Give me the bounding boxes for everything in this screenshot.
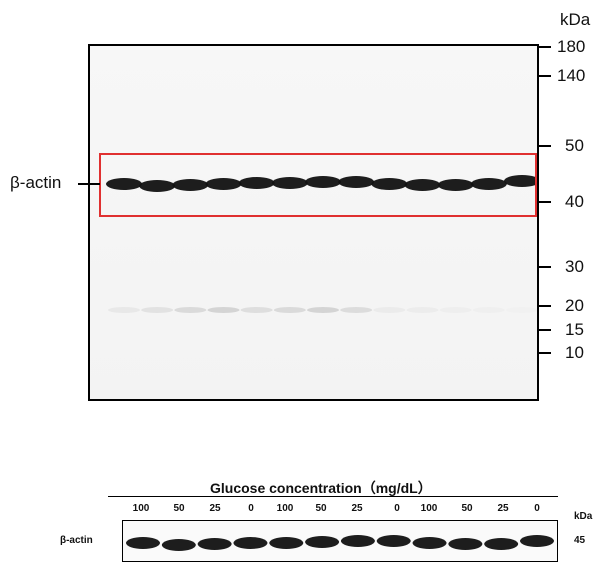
blot-faint-band bbox=[373, 307, 406, 313]
lane-label: 100 bbox=[132, 503, 150, 514]
kda-unit-label: kDa bbox=[560, 10, 591, 29]
strip-band bbox=[233, 537, 268, 549]
blot-band bbox=[437, 179, 474, 191]
lane-label: 50 bbox=[173, 503, 185, 514]
marker-label-30: 30 bbox=[565, 257, 584, 276]
target-pointer-line bbox=[78, 183, 100, 185]
marker-tick-40 bbox=[539, 201, 551, 203]
strip-band bbox=[376, 535, 411, 547]
marker-label-140: 140 bbox=[557, 66, 586, 85]
lane-label: 25 bbox=[351, 503, 363, 514]
marker-label-40: 40 bbox=[565, 192, 584, 211]
marker-tick-50 bbox=[539, 145, 551, 147]
size-marker-label-bottom: 45 bbox=[574, 535, 586, 546]
target-protein-label: β-actin bbox=[10, 173, 62, 192]
lane-label: 100 bbox=[420, 503, 438, 514]
lane-label: 50 bbox=[315, 503, 327, 514]
strip-band bbox=[484, 538, 519, 550]
marker-label-10: 10 bbox=[565, 343, 584, 362]
strip-band bbox=[520, 535, 554, 547]
strip-bands bbox=[126, 535, 554, 551]
blot-band bbox=[338, 176, 375, 188]
blot-band bbox=[504, 175, 537, 187]
blot-faint-band bbox=[240, 307, 273, 313]
kda-unit-label-bottom: kDa bbox=[574, 511, 593, 522]
blot-band bbox=[172, 179, 209, 191]
blot-band bbox=[371, 178, 408, 190]
marker-tick-180 bbox=[539, 46, 551, 48]
target-protein-label-bottom: β-actin bbox=[60, 535, 93, 546]
blot-faint-band bbox=[207, 307, 240, 313]
lane-label: 100 bbox=[276, 503, 294, 514]
blot-band bbox=[205, 178, 242, 190]
blot-faint-band bbox=[108, 307, 140, 313]
blot-faint-band bbox=[439, 307, 472, 313]
marker-tick-30 bbox=[539, 266, 551, 268]
strip-band bbox=[126, 537, 160, 549]
lane-label: 25 bbox=[497, 503, 509, 514]
blot-faint-band bbox=[141, 307, 174, 313]
blot-faint-band bbox=[406, 307, 439, 313]
strip-band bbox=[197, 538, 232, 550]
blot-faint-band bbox=[340, 307, 373, 313]
glucose-bracket-line bbox=[108, 496, 558, 497]
blot-band bbox=[470, 178, 507, 190]
lane-label: 0 bbox=[534, 503, 540, 514]
blot-faint-band bbox=[307, 307, 339, 313]
blot-band bbox=[305, 176, 341, 188]
lane-label: 50 bbox=[461, 503, 473, 514]
blot-faint-band bbox=[273, 307, 306, 313]
blot-band bbox=[106, 178, 142, 190]
blot-band bbox=[139, 180, 176, 192]
lane-label: 0 bbox=[394, 503, 400, 514]
blot-band bbox=[238, 177, 275, 189]
marker-tick-15 bbox=[539, 329, 551, 331]
marker-label-180: 180 bbox=[557, 37, 586, 56]
highlight-box bbox=[99, 153, 537, 217]
strip-band bbox=[340, 535, 375, 547]
lane-label: 0 bbox=[248, 503, 254, 514]
marker-tick-20 bbox=[539, 305, 551, 307]
marker-label-20: 20 bbox=[565, 296, 584, 315]
strip-band bbox=[305, 536, 340, 548]
western-blot-membrane bbox=[88, 44, 539, 401]
blot-faint-band bbox=[473, 307, 505, 313]
blot-faint-band bbox=[174, 307, 207, 313]
blot-bands bbox=[106, 175, 538, 313]
western-blot-strip bbox=[122, 520, 558, 562]
marker-tick-140 bbox=[539, 75, 551, 77]
glucose-concentration-title: Glucose concentration（mg/dL） bbox=[210, 480, 432, 496]
marker-label-15: 15 bbox=[565, 320, 584, 339]
strip-band bbox=[269, 537, 304, 549]
blot-band bbox=[271, 177, 308, 189]
marker-tick-10 bbox=[539, 352, 551, 354]
blot-band bbox=[404, 179, 441, 191]
strip-band bbox=[412, 537, 447, 549]
lane-label: 25 bbox=[209, 503, 221, 514]
strip-band bbox=[161, 539, 196, 551]
strip-band bbox=[448, 538, 483, 550]
blot-faint-band bbox=[506, 307, 538, 313]
marker-label-50: 50 bbox=[565, 136, 584, 155]
